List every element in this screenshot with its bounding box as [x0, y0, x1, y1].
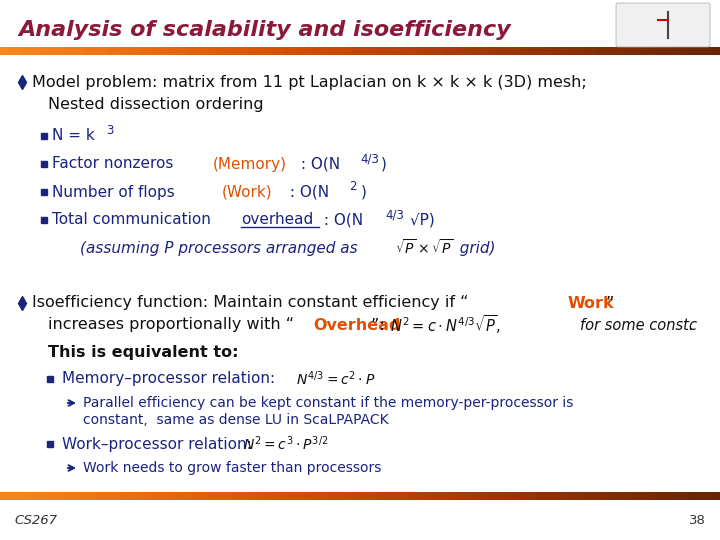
Text: Total communication: Total communication — [52, 213, 216, 227]
Text: c: c — [688, 318, 696, 333]
Text: $\sqrt{P}\times\sqrt{P}$: $\sqrt{P}\times\sqrt{P}$ — [395, 239, 454, 258]
Text: (assuming P processors arranged as: (assuming P processors arranged as — [80, 240, 367, 255]
Text: 4/3: 4/3 — [360, 152, 379, 165]
FancyBboxPatch shape — [616, 3, 710, 47]
Text: ): ) — [381, 157, 387, 172]
Text: Work: Work — [568, 295, 615, 310]
Text: Work–processor relation:: Work–processor relation: — [62, 436, 261, 451]
Text: This is equivalent to:: This is equivalent to: — [48, 346, 238, 361]
Text: grid): grid) — [450, 240, 495, 255]
Text: 2: 2 — [349, 180, 356, 193]
Text: (Work): (Work) — [222, 185, 273, 199]
Text: Nested dissection ordering: Nested dissection ordering — [48, 97, 264, 111]
Text: Isoefficiency function: Maintain constant efficiency if “: Isoefficiency function: Maintain constan… — [32, 295, 469, 310]
Text: for some const.: for some const. — [580, 318, 693, 333]
Text: overhead: overhead — [241, 213, 313, 227]
Text: ): ) — [361, 185, 367, 199]
Text: √P): √P) — [405, 213, 435, 227]
Text: Analysis of scalability and isoefficiency: Analysis of scalability and isoefficienc… — [18, 20, 510, 40]
Text: ”:: ”: — [371, 318, 395, 333]
Text: constant,  same as dense LU in ScaLPAPACK: constant, same as dense LU in ScaLPAPACK — [83, 413, 389, 427]
Text: Number of flops: Number of flops — [52, 185, 179, 199]
Text: Work needs to grow faster than processors: Work needs to grow faster than processor… — [83, 461, 382, 475]
Text: CS267: CS267 — [14, 514, 57, 526]
Text: Parallel efficiency can be kept constant if the memory-per-processor is: Parallel efficiency can be kept constant… — [83, 396, 573, 410]
Text: (Memory): (Memory) — [213, 157, 287, 172]
Text: : O(N: : O(N — [319, 213, 363, 227]
Text: 3: 3 — [106, 125, 113, 138]
Text: N = k: N = k — [52, 129, 95, 144]
Text: $N^2 = c^3 \cdot P^{3/2}$: $N^2 = c^3 \cdot P^{3/2}$ — [243, 435, 328, 453]
Text: $N^{4/3} = c^2 \cdot P$: $N^{4/3} = c^2 \cdot P$ — [296, 370, 375, 388]
Text: Factor nonzeros: Factor nonzeros — [52, 157, 179, 172]
Text: 4/3: 4/3 — [385, 208, 404, 221]
Text: Memory–processor relation:: Memory–processor relation: — [62, 372, 285, 387]
Text: 38: 38 — [689, 514, 706, 526]
Text: : O(N: : O(N — [296, 157, 340, 172]
Text: Model problem: matrix from 11 pt Laplacian on k × k × k (3D) mesh;: Model problem: matrix from 11 pt Laplaci… — [32, 75, 587, 90]
Text: Overhead: Overhead — [313, 318, 400, 333]
Text: ”: ” — [606, 295, 614, 310]
Text: $N^2 = c \cdot N^{4/3}\sqrt{P},$: $N^2 = c \cdot N^{4/3}\sqrt{P},$ — [390, 314, 501, 336]
Text: : O(N: : O(N — [285, 185, 329, 199]
Text: increases proportionally with “: increases proportionally with “ — [48, 318, 294, 333]
